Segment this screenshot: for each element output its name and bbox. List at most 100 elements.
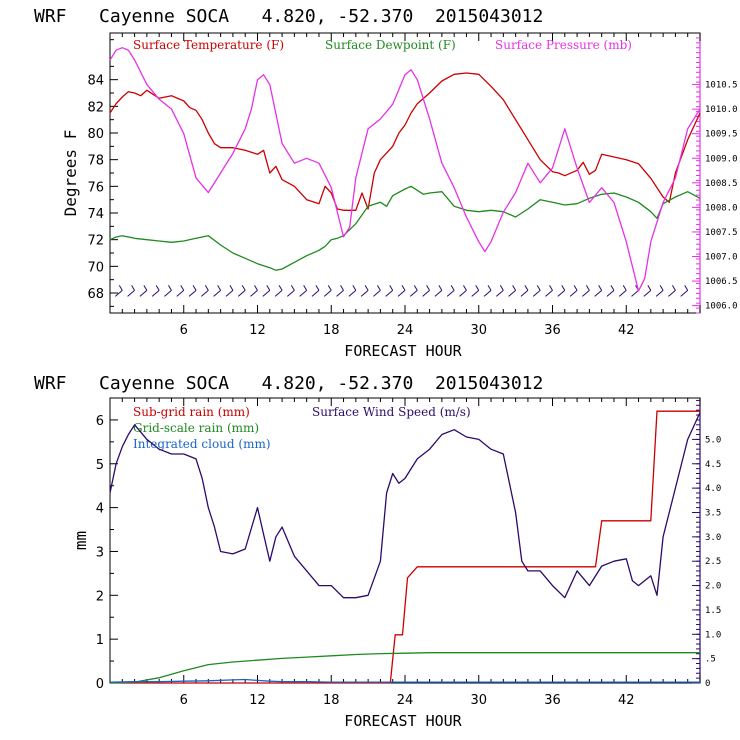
wind-barb: [680, 289, 689, 297]
y-tick-label: 2: [96, 589, 104, 604]
wind-barb-flag: [512, 285, 517, 291]
x-tick-label: 42: [618, 323, 635, 338]
wind-barb: [114, 289, 123, 297]
wind-barb-flag: [168, 285, 172, 291]
y-axis-title: Degrees F: [61, 130, 80, 217]
wind-barb: [618, 289, 627, 297]
y2-tick-label: 4.0: [705, 484, 721, 494]
x-tick-label: 18: [323, 323, 340, 338]
legend-entry: Sub-grid rain (mm): [133, 405, 250, 419]
wind-barb: [348, 289, 357, 297]
legend-entry: Surface Wind Speed (m/s): [312, 405, 471, 419]
y-tick-label: 80: [87, 127, 104, 142]
wind-barb-flag: [266, 285, 271, 291]
y2-tick-label: 1006.0: [705, 302, 738, 312]
y2-tick-label: 1010.0: [705, 105, 738, 115]
y-tick-label: 84: [87, 74, 104, 89]
x-tick-label: 24: [397, 323, 414, 338]
y2-tick-label: .5: [705, 655, 716, 665]
wind-barb: [422, 289, 430, 297]
x-tick-label: 30: [470, 323, 487, 338]
y2-tick-label: 0: [705, 679, 710, 689]
y-tick-label: 78: [87, 154, 104, 169]
wind-barb-flag: [573, 285, 578, 291]
wind-barb-flag: [290, 285, 295, 291]
y2-tick-label: 1009.5: [705, 130, 738, 140]
y-tick-label: 5: [96, 458, 104, 473]
wind-barb: [631, 289, 639, 297]
legend-entry: Surface Pressure (mb): [495, 38, 632, 52]
wind-barb-flag: [241, 285, 246, 291]
x-tick-label: 6: [180, 323, 188, 338]
wind-barb: [496, 289, 504, 297]
wind-barb-flag: [118, 285, 123, 291]
wind-barb-flag: [131, 285, 136, 291]
wind-barb-flag: [450, 285, 455, 291]
series-sub-grid-rain-mm: [110, 410, 700, 684]
wind-barb: [520, 289, 529, 297]
wind-barb-flag: [340, 285, 344, 291]
wind-barb: [139, 289, 148, 297]
wind-barb: [459, 289, 467, 297]
x-tick-label: 36: [544, 323, 561, 338]
y-tick-label: 74: [87, 207, 104, 222]
wind-barb: [311, 289, 320, 297]
y2-tick-label: 1008.0: [705, 203, 738, 213]
wind-barb: [237, 289, 246, 297]
y-tick-label: 4: [96, 502, 104, 517]
wind-barb-flag: [438, 285, 443, 291]
wind-barb: [360, 289, 369, 297]
y2-tick-label: 1008.5: [705, 179, 738, 189]
y-tick-label: 1: [96, 633, 104, 648]
wind-barb: [188, 289, 197, 297]
wind-barb: [471, 289, 480, 297]
x-axis-title: FORECAST HOUR: [344, 342, 462, 360]
y2-tick-label: 1007.0: [705, 253, 738, 263]
wind-barb-flag: [389, 285, 394, 291]
wind-barb-flag: [278, 285, 283, 291]
wind-barb-flag: [155, 285, 160, 291]
wind-barb: [582, 289, 590, 297]
wind-barb-flag: [585, 285, 590, 291]
legend-entry: Grid-scale rain (mm): [133, 421, 259, 435]
wind-barb-flag: [524, 285, 529, 291]
wind-barb: [434, 289, 443, 297]
y2-tick-label: 3.5: [705, 508, 721, 518]
wind-barb: [532, 289, 541, 297]
wind-barb: [385, 289, 394, 297]
y-tick-label: 82: [87, 100, 104, 115]
wind-barb: [225, 289, 234, 297]
wind-barb: [373, 289, 381, 297]
y-tick-label: 76: [87, 180, 104, 195]
y2-tick-label: 4.5: [705, 460, 721, 470]
wind-barb-flag: [561, 285, 566, 291]
y-tick-label: 3: [96, 545, 104, 560]
wind-barb: [201, 289, 209, 297]
y2-tick-label: 3.0: [705, 533, 721, 543]
wind-barb: [127, 289, 135, 297]
y2-tick-label: 1.5: [705, 606, 721, 616]
wind-barb-flag: [413, 285, 418, 291]
wind-barb: [606, 289, 615, 297]
wind-barb: [508, 289, 516, 297]
wind-barb-flag: [143, 285, 148, 291]
wind-barb: [176, 289, 185, 297]
wind-barb: [668, 289, 676, 297]
wind-barb-flag: [229, 285, 234, 291]
wind-barb-flag: [254, 285, 258, 291]
wind-barb: [557, 289, 566, 297]
wind-barb: [655, 289, 664, 297]
series-surface-wind-speed-m-s: [109, 412, 701, 599]
wind-barb: [274, 289, 283, 297]
wind-barb-flag: [536, 285, 541, 291]
x-tick-label: 24: [397, 693, 414, 708]
panel-temperature: WRF Cayenne SOCA 4.820, -52.370 20150430…: [34, 6, 738, 360]
wind-barb: [336, 289, 344, 297]
wind-barb-flag: [352, 285, 357, 291]
wind-barb: [569, 289, 578, 297]
wind-barb: [545, 289, 553, 297]
series-grid-scale-rain-mm: [109, 652, 700, 684]
wind-barb: [287, 289, 295, 297]
wind-barb-flag: [315, 285, 320, 291]
